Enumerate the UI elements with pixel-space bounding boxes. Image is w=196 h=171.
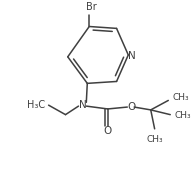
Text: H₃C: H₃C <box>27 100 45 110</box>
Text: Br: Br <box>86 2 97 12</box>
Text: O: O <box>127 102 135 112</box>
Text: N: N <box>128 51 136 61</box>
Text: N: N <box>79 100 86 110</box>
Text: CH₃: CH₃ <box>174 111 191 120</box>
Text: O: O <box>104 126 112 136</box>
Text: CH₃: CH₃ <box>172 93 189 102</box>
Text: CH₃: CH₃ <box>146 135 163 143</box>
